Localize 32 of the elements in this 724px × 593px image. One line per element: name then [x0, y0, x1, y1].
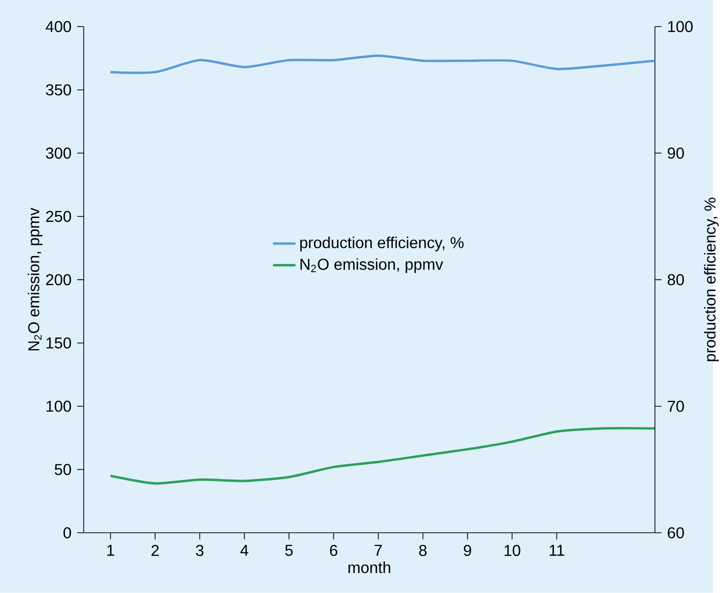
x-tick-label: 4 — [240, 544, 248, 556]
y2-tick-label: 70 — [668, 400, 684, 412]
y-tick-label: 300 — [46, 148, 72, 159]
legend-label: production efficiency, % — [300, 236, 464, 252]
y-tick-label: 250 — [46, 210, 72, 222]
x-tick-label: 8 — [419, 544, 427, 556]
x-tick-label: 6 — [330, 544, 338, 556]
x-tick-label: 11 — [550, 544, 564, 556]
legend-label: N$_{2}$O emission, ppmv — [300, 258, 444, 274]
y-tick-label: 350 — [46, 84, 72, 96]
x-tick-label: 1 — [107, 544, 114, 556]
y2-axis-title: production efficiency, % — [704, 198, 719, 362]
x-tick-label: 2 — [152, 544, 159, 556]
y-tick-label: 0 — [63, 527, 72, 538]
y-tick-label: 50 — [54, 464, 72, 476]
y2-tick-label: 80 — [668, 274, 684, 286]
y-axis-title: N$_{2}$O emission, ppmv — [28, 208, 42, 350]
y-tick-label: 150 — [46, 337, 72, 349]
y2-tick-label: 60 — [668, 527, 684, 538]
x-tick-label: 10 — [504, 544, 520, 556]
y2-tick-label: 90 — [668, 148, 684, 159]
y-tick-label: 100 — [46, 400, 72, 412]
x-axis-title: month — [348, 562, 390, 574]
y-tick-label: 400 — [46, 21, 72, 32]
y2-tick-label: 100 — [668, 21, 693, 32]
x-tick-label: 9 — [464, 544, 472, 556]
x-tick-label: 7 — [374, 544, 382, 556]
x-tick-label: 5 — [285, 544, 293, 556]
line-series — [109, 427, 655, 485]
line-series — [109, 54, 655, 74]
x-tick-label: 3 — [196, 544, 204, 556]
y-tick-label: 200 — [46, 274, 72, 286]
